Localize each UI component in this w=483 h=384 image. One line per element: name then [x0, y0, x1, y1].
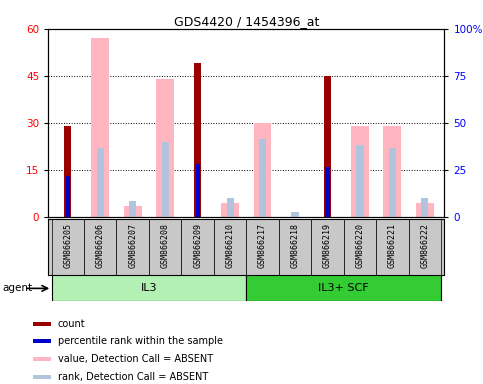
Bar — [64, 126, 71, 217]
Bar — [214, 219, 246, 275]
Text: GSM866220: GSM866220 — [355, 223, 365, 268]
Text: IL3+ SCF: IL3+ SCF — [318, 283, 369, 293]
Text: GSM866206: GSM866206 — [96, 223, 105, 268]
Text: count: count — [57, 319, 85, 329]
Bar — [149, 219, 182, 275]
Bar — [221, 203, 239, 217]
Text: value, Detection Call = ABSENT: value, Detection Call = ABSENT — [57, 354, 213, 364]
Bar — [129, 201, 136, 217]
Bar — [97, 148, 104, 217]
Bar — [182, 219, 214, 275]
Bar — [356, 145, 364, 217]
Text: GSM866210: GSM866210 — [226, 223, 235, 268]
Bar — [376, 219, 409, 275]
Bar — [52, 219, 84, 275]
Text: GSM866207: GSM866207 — [128, 223, 137, 268]
Title: GDS4420 / 1454396_at: GDS4420 / 1454396_at — [174, 15, 319, 28]
Bar — [124, 206, 142, 217]
Bar — [33, 322, 51, 326]
Bar — [344, 219, 376, 275]
Bar — [326, 167, 329, 217]
Bar — [416, 203, 434, 217]
Bar — [33, 375, 51, 379]
Bar — [246, 275, 441, 301]
Text: percentile rank within the sample: percentile rank within the sample — [57, 336, 223, 346]
Text: GSM866209: GSM866209 — [193, 223, 202, 268]
Bar — [194, 63, 201, 217]
Text: GSM866222: GSM866222 — [420, 223, 429, 268]
Bar — [156, 79, 174, 217]
Bar — [91, 38, 109, 217]
Bar — [84, 219, 116, 275]
Bar — [324, 76, 331, 217]
Bar — [311, 219, 344, 275]
Bar — [246, 219, 279, 275]
Bar — [351, 126, 369, 217]
Bar — [33, 339, 51, 343]
Bar — [254, 123, 271, 217]
Bar — [389, 148, 396, 217]
Text: agent: agent — [2, 283, 32, 293]
Text: rank, Detection Call = ABSENT: rank, Detection Call = ABSENT — [57, 372, 208, 382]
Text: GSM866221: GSM866221 — [388, 223, 397, 268]
Bar — [259, 139, 266, 217]
Bar — [421, 198, 428, 217]
Bar — [279, 219, 311, 275]
Text: GSM866205: GSM866205 — [63, 223, 72, 268]
Bar — [196, 164, 200, 217]
Bar — [384, 126, 401, 217]
Text: GSM866208: GSM866208 — [161, 223, 170, 268]
Bar — [291, 212, 298, 217]
Bar — [33, 357, 51, 361]
Bar — [409, 219, 441, 275]
Text: GSM866218: GSM866218 — [291, 223, 299, 268]
Text: IL3: IL3 — [141, 283, 157, 293]
Bar — [227, 198, 234, 217]
Text: GSM866219: GSM866219 — [323, 223, 332, 268]
Bar — [52, 275, 246, 301]
Text: GSM866217: GSM866217 — [258, 223, 267, 268]
Bar — [66, 176, 70, 217]
Bar — [162, 142, 169, 217]
Bar — [116, 219, 149, 275]
